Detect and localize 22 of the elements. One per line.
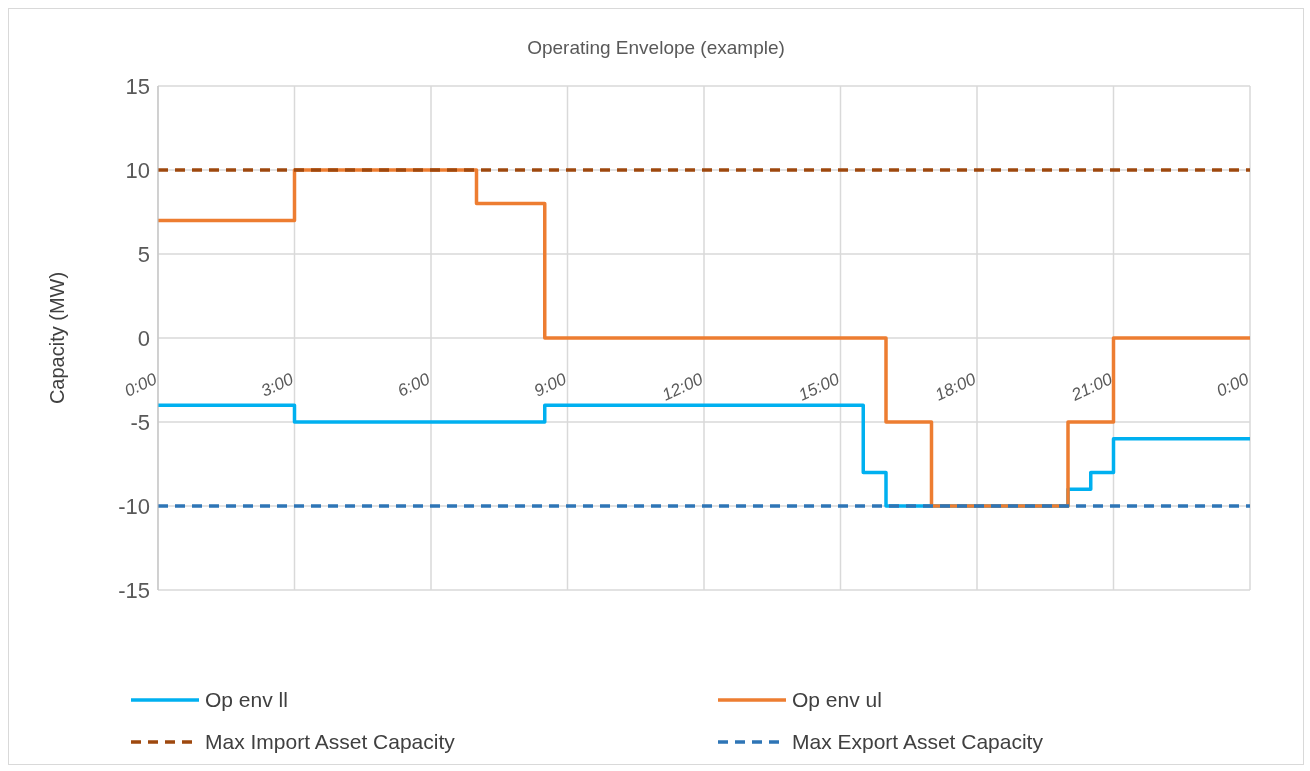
- legend-label: Op env ll: [205, 688, 288, 712]
- x-tick-label: 6:00: [394, 369, 434, 401]
- x-tick-label: 9:00: [531, 369, 570, 401]
- x-tick-label: 21:00: [1067, 369, 1116, 406]
- legend-label: Max Export Asset Capacity: [792, 730, 1043, 754]
- x-tick-label: 12:00: [659, 369, 707, 405]
- y-tick-label: 5: [137, 241, 150, 267]
- legend-label: Op env ul: [792, 688, 882, 712]
- x-tick-label: 0:00: [1213, 369, 1253, 401]
- y-tick-label: 15: [125, 73, 150, 99]
- y-tick-label: -5: [130, 409, 150, 435]
- y-tick-label: -15: [118, 577, 150, 603]
- x-tick-label: 0:00: [121, 369, 161, 401]
- y-tick-label: 10: [125, 157, 150, 183]
- x-tick-label: 18:00: [932, 369, 980, 405]
- x-tick-label: 15:00: [795, 369, 843, 405]
- legend-label: Max Import Asset Capacity: [205, 730, 455, 754]
- y-tick-label: -10: [118, 493, 150, 519]
- chart-title: Operating Envelope (example): [526, 37, 786, 59]
- x-tick-label: 3:00: [258, 369, 297, 401]
- y-tick-label: 0: [137, 325, 150, 351]
- y-axis-title: Capacity (MW): [46, 271, 69, 405]
